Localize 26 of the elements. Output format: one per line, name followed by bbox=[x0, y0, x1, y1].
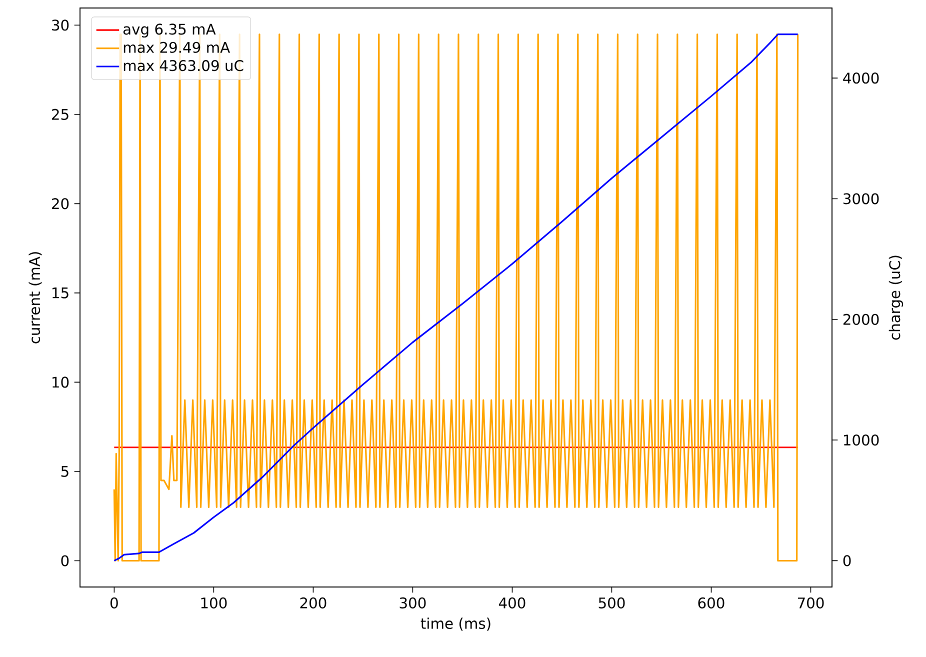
x-tick-label: 500 bbox=[598, 597, 625, 608]
y-axis-title: current (mA) bbox=[28, 252, 42, 344]
x-tick-label: 600 bbox=[698, 597, 724, 608]
x-axis-title: time (ms) bbox=[420, 618, 490, 631]
x-tick-label: 100 bbox=[201, 597, 227, 608]
y2-tick-label: 1000 bbox=[844, 434, 879, 446]
y-tick-label: 5 bbox=[61, 466, 68, 477]
legend-label: avg 6.35 mA bbox=[123, 24, 216, 38]
y-tick-label: 0 bbox=[61, 555, 69, 566]
y-tick-label: 10 bbox=[52, 376, 69, 388]
legend-label: max 4363.09 uC bbox=[124, 60, 244, 72]
x-tick-label: 300 bbox=[400, 597, 426, 608]
x-tick-label: 400 bbox=[498, 597, 526, 608]
y-tick-label: 20 bbox=[52, 198, 69, 210]
x-tick-label: 700 bbox=[798, 597, 824, 608]
y2-tick-label: 4000 bbox=[843, 72, 879, 84]
x-tick-label: 0 bbox=[110, 597, 118, 608]
y2-tick-label: 3000 bbox=[844, 193, 879, 204]
y2-tick-label: 2000 bbox=[843, 314, 879, 325]
legend-label: max 29.49 mA bbox=[124, 42, 230, 53]
y-tick-label: 15 bbox=[52, 287, 68, 298]
y-tick-label: 30 bbox=[52, 20, 69, 31]
y2-axis-title: charge (uC) bbox=[888, 256, 904, 340]
y-tick-label: 25 bbox=[52, 108, 68, 120]
y2-tick-label: 0 bbox=[843, 555, 851, 566]
x-tick-label: 200 bbox=[300, 597, 326, 608]
